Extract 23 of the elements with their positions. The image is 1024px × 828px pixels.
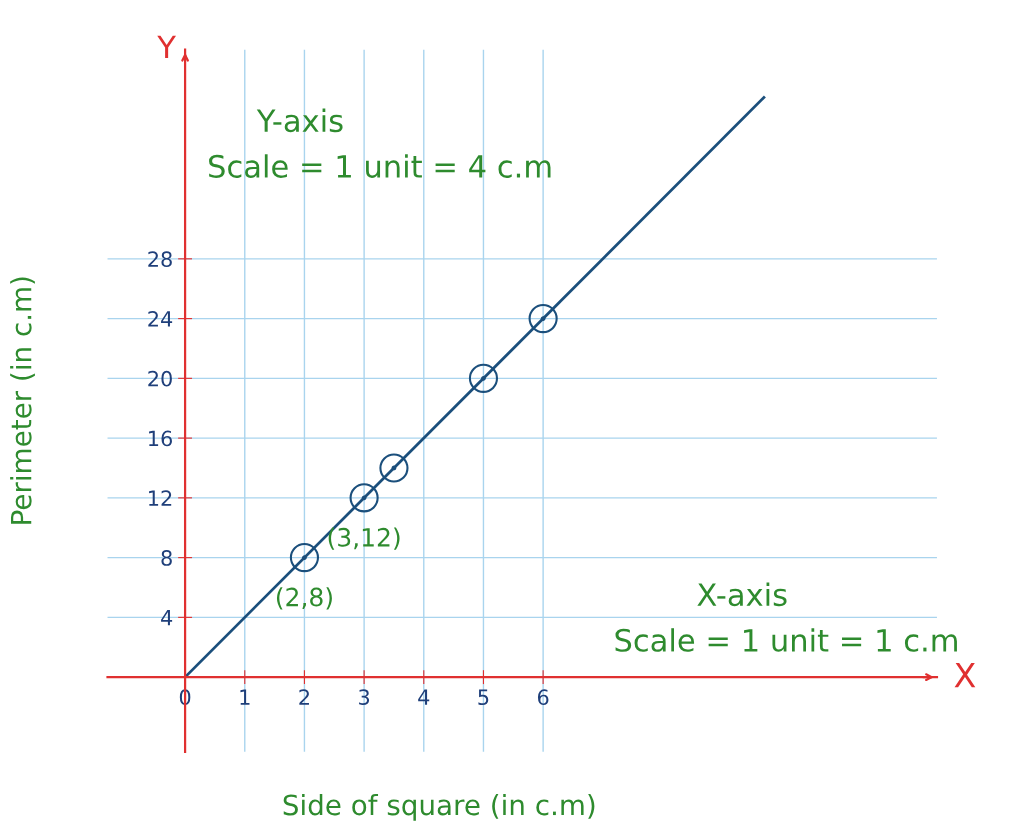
annotation: Y-axis	[256, 108, 343, 133]
y-tick-label: 28	[148, 251, 172, 268]
y-tick-label: 8	[161, 550, 172, 566]
y-tick-label: 12	[149, 490, 172, 506]
annotation: (3,12)	[328, 527, 400, 550]
annotation: (2,8)	[276, 587, 332, 610]
y-axis-title: Perimeter (in c.m)	[10, 277, 35, 524]
y-tick-label: 16	[149, 430, 172, 447]
x-tick-label: 5	[478, 689, 489, 706]
annotation: Scale = 1 unit = 1 c.m	[615, 628, 957, 652]
text: X	[954, 662, 976, 688]
y-tick-label: 20	[148, 370, 172, 387]
x-tick-label: 4	[418, 689, 430, 705]
x-tick-label: 1	[240, 689, 250, 705]
x-axis-title: Side of square (in c.m)	[283, 793, 595, 821]
x-tick-label: 2	[299, 689, 309, 705]
y-tick-label: 4	[161, 610, 173, 626]
y-tick-label: 24	[148, 311, 173, 327]
annotation: X-axis	[697, 582, 787, 607]
annotation: Scale = 1 unit = 4 c.m	[209, 154, 551, 178]
annotation: Y	[157, 35, 177, 59]
x-tick-label: 3	[359, 689, 370, 706]
x-tick-label: 6	[537, 689, 549, 706]
